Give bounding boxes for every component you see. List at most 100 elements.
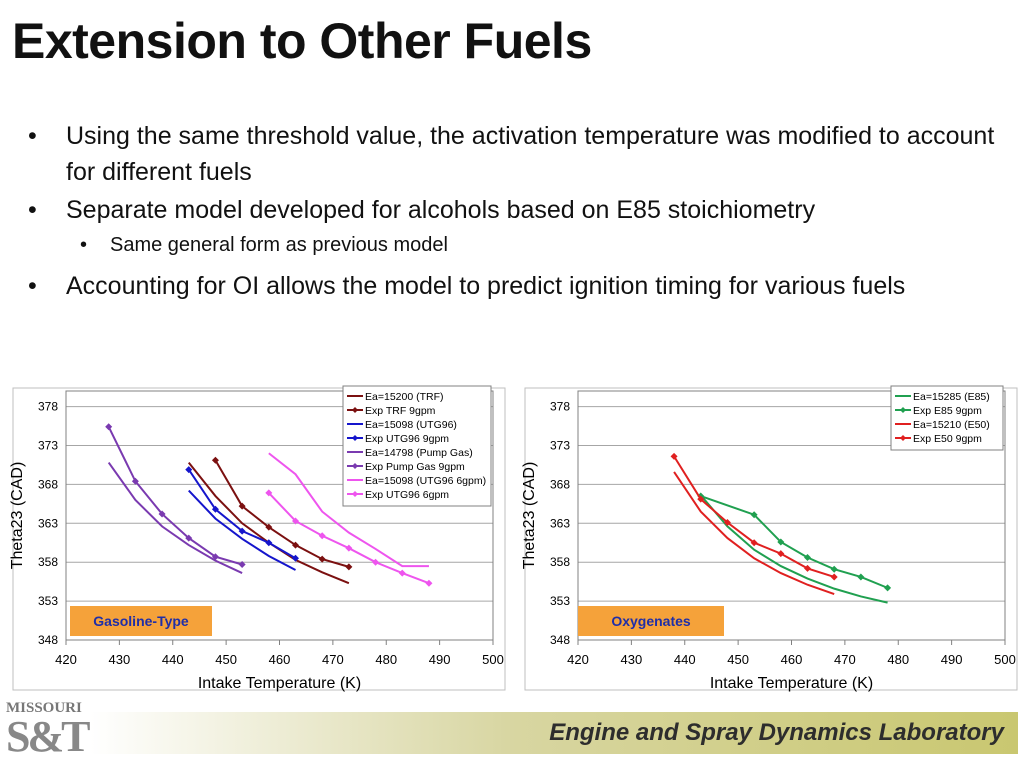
y-tick-label: 368 (550, 477, 570, 491)
series-line-ea-15098-utg96-6gpm (268, 452, 429, 568)
data-point-exp-e50-9gpm (697, 495, 705, 503)
legend-marker (352, 407, 358, 413)
data-point-exp-e50-9gpm (804, 564, 812, 572)
legend-label: Ea=15285 (E85) (913, 391, 990, 403)
data-point-exp-utg96-6gpm (398, 569, 406, 577)
y-tick-label: 378 (38, 400, 58, 414)
x-tick-label: 440 (162, 652, 184, 667)
legend-label: Exp TRF 9gpm (365, 405, 436, 417)
y-tick-label: 353 (550, 594, 570, 608)
data-point-exp-utg96-6gpm (265, 489, 273, 497)
y-tick-label: 363 (550, 516, 570, 530)
logo-top-text: MISSOURI (6, 700, 82, 716)
legend-label: Ea=15098 (UTG96) (365, 419, 457, 431)
series-line-ea-15285-e85 (700, 494, 888, 604)
x-tick-label: 500 (482, 652, 504, 667)
y-axis-title: Theta23 (CAD) (9, 462, 26, 570)
data-point-exp-e50-9gpm (830, 573, 838, 581)
data-point-exp-e50-9gpm (777, 550, 785, 558)
data-point-exp-e50-9gpm (723, 519, 731, 527)
series-line-ea-15210-e50 (673, 471, 835, 596)
legend-label: Exp E85 9gpm (913, 405, 982, 417)
legend-label: Exp Pump Gas 9gpm (365, 461, 465, 473)
data-point-exp-utg96-9gpm (185, 466, 193, 474)
x-tick-label: 490 (941, 652, 963, 667)
legend-marker (900, 407, 906, 413)
series-line-ea-15098-utg96 (188, 489, 296, 571)
data-point-exp-utg96-9gpm (238, 527, 246, 535)
data-point-exp-pump-gas-9gpm (211, 553, 219, 561)
legend-marker (352, 463, 358, 469)
data-point-exp-e85-9gpm (777, 538, 785, 546)
bullet-item: Accounting for OI allows the model to pr… (28, 268, 1008, 304)
data-point-exp-utg96-6gpm (372, 558, 380, 566)
logo-main-text: S&T (6, 712, 91, 761)
series-line-ea-14798-pump-gas (107, 462, 243, 574)
data-point-exp-pump-gas-9gpm (131, 477, 139, 485)
legend-box (342, 385, 492, 507)
legend-label: Exp E50 9gpm (913, 433, 982, 445)
legend-label: Ea=14798 (Pump Gas) (365, 447, 473, 459)
oxygenates-chart: 348 353 358 363 368 373 378 420 430 440 450 460 470 4… (521, 385, 1018, 692)
data-point-exp-utg96-9gpm (292, 554, 300, 562)
bullet-item: Separate model developed for alcohols ba… (28, 192, 1008, 228)
y-tick-label: 363 (38, 516, 58, 530)
footer-bar: Engine and Spray Dynamics Laboratory (90, 712, 1018, 754)
gasoline-chart: 348 353 358 363 368 373 378 420 430 440 450 460 470 4… (9, 385, 506, 692)
y-tick-label: 358 (550, 555, 570, 569)
data-point-exp-pump-gas-9gpm (185, 534, 193, 542)
data-point-exp-pump-gas-9gpm (105, 423, 113, 431)
x-tick-label: 460 (269, 652, 291, 667)
y-axis-title: Theta23 (CAD) (521, 462, 538, 570)
data-point-exp-pump-gas-9gpm (238, 561, 246, 569)
x-tick-label: 450 (727, 652, 749, 667)
legend-marker (352, 491, 358, 497)
annotation-box (70, 606, 212, 636)
x-tick-label: 470 (322, 652, 344, 667)
data-point-exp-utg96-6gpm (425, 579, 433, 587)
university-logo: MISSOURI S&T (4, 700, 92, 766)
x-axis-title: Intake Temperature (K) (198, 675, 361, 692)
y-tick-label: 368 (38, 477, 58, 491)
y-tick-label: 348 (550, 633, 570, 647)
x-tick-label: 440 (674, 652, 696, 667)
x-tick-label: 420 (55, 652, 77, 667)
x-tick-label: 420 (567, 652, 589, 667)
legend-label: Ea=15200 (TRF) (365, 391, 444, 403)
y-tick-label: 358 (38, 555, 58, 569)
bullet-list: Using the same threshold value, the acti… (28, 118, 1008, 306)
data-point-exp-trf-9gpm (265, 523, 273, 531)
x-tick-label: 490 (429, 652, 451, 667)
annotation-label: Oxygenates (611, 613, 691, 629)
data-point-exp-e85-9gpm (830, 565, 838, 573)
annotation-label: Gasoline-Type (93, 613, 189, 629)
x-axis-title: Intake Temperature (K) (710, 675, 873, 692)
data-point-exp-e85-9gpm (857, 573, 865, 581)
legend-label: Ea=15210 (E50) (913, 419, 990, 431)
slide-title: Extension to Other Fuels (12, 13, 592, 69)
sub-bullet-item: Same general form as previous model (28, 230, 1008, 260)
legend-label: Ea=15098 (UTG96 6gpm) (365, 475, 486, 487)
annotation-box (578, 606, 724, 636)
data-point-exp-utg96-9gpm (265, 539, 273, 547)
data-point-exp-trf-9gpm (345, 563, 353, 571)
x-tick-label: 500 (994, 652, 1016, 667)
x-tick-label: 460 (781, 652, 803, 667)
series-line-exp-trf-9gpm (214, 459, 350, 568)
data-point-exp-trf-9gpm (318, 555, 326, 563)
legend-marker (352, 435, 358, 441)
data-point-exp-utg96-6gpm (292, 517, 300, 525)
x-tick-label: 430 (109, 652, 131, 667)
y-tick-label: 373 (550, 438, 570, 452)
data-point-exp-utg96-6gpm (345, 544, 353, 552)
legend-label: Exp UTG96 9gpm (365, 433, 449, 445)
footer-lab-name: Engine and Spray Dynamics Laboratory (549, 719, 1004, 746)
x-tick-label: 430 (621, 652, 643, 667)
data-point-exp-e85-9gpm (750, 511, 758, 519)
bullet-item: Using the same threshold value, the acti… (28, 118, 1008, 190)
data-point-exp-utg96-6gpm (318, 532, 326, 540)
series-line-exp-pump-gas-9gpm (107, 426, 243, 566)
legend-label: Exp UTG96 6gpm (365, 489, 449, 501)
data-point-exp-e50-9gpm (670, 452, 678, 460)
x-tick-label: 470 (834, 652, 856, 667)
